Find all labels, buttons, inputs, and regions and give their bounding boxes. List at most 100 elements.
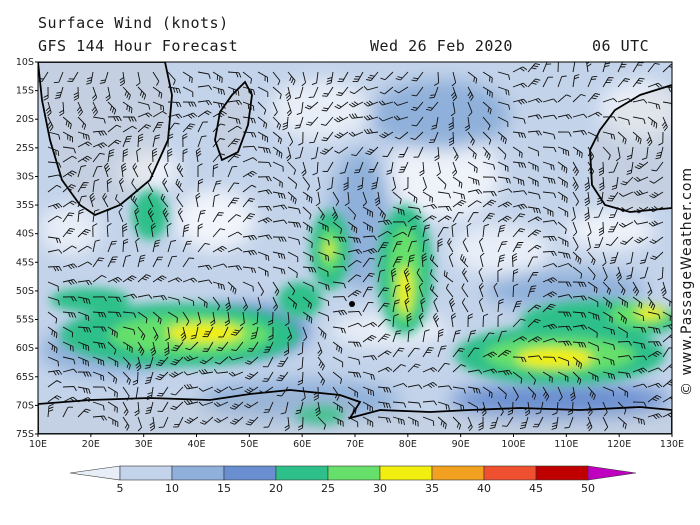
wind-barb bbox=[287, 236, 301, 245]
wind-barb bbox=[182, 257, 195, 268]
wind-barb bbox=[617, 371, 632, 379]
wind-barb bbox=[572, 130, 588, 136]
wind-barb bbox=[183, 371, 199, 376]
wind-barb bbox=[245, 416, 259, 426]
wind-barb bbox=[557, 221, 567, 235]
wind-barb bbox=[182, 224, 190, 238]
wind-barb bbox=[633, 189, 649, 196]
wind-barb bbox=[467, 369, 483, 375]
wind-barb bbox=[287, 326, 293, 342]
wind-barb bbox=[392, 231, 408, 238]
wind-barb bbox=[197, 135, 207, 148]
wind-barb bbox=[213, 368, 229, 374]
wind-barb bbox=[363, 85, 379, 91]
wind-barb bbox=[633, 176, 649, 182]
wind-barb bbox=[662, 411, 672, 418]
wind-barb bbox=[86, 71, 94, 85]
wind-barb bbox=[287, 176, 298, 189]
wind-barb bbox=[572, 236, 579, 252]
wind-barb bbox=[228, 371, 244, 377]
wind-barb bbox=[317, 416, 327, 430]
wind-barb bbox=[429, 254, 439, 268]
wind-barb bbox=[134, 222, 140, 238]
wind-barb bbox=[184, 416, 199, 424]
wind-barb bbox=[77, 386, 91, 395]
wind-barb bbox=[257, 266, 269, 277]
wind-barb bbox=[171, 341, 184, 352]
wind-barb bbox=[422, 176, 427, 192]
wind-barb bbox=[386, 161, 394, 175]
wind-barb bbox=[527, 355, 543, 361]
wind-barb bbox=[297, 341, 304, 356]
wind-barb bbox=[272, 219, 288, 225]
wind-barb bbox=[519, 416, 529, 429]
wind-barb bbox=[602, 386, 614, 397]
wind-barb bbox=[542, 98, 558, 103]
colorbar-segment bbox=[223, 465, 277, 481]
wind-barb bbox=[655, 146, 664, 160]
wind-barb bbox=[587, 281, 598, 294]
colorbar-tick-label: 30 bbox=[373, 482, 387, 495]
map-title: Surface Wind (knots) bbox=[38, 14, 229, 32]
wind-barb bbox=[43, 86, 49, 101]
lat-label: 55S bbox=[16, 315, 34, 326]
wind-barb bbox=[77, 296, 91, 305]
wind-barb bbox=[527, 191, 541, 200]
wind-barb bbox=[489, 416, 499, 429]
wind-barb bbox=[242, 131, 257, 138]
wind-barb bbox=[62, 146, 76, 154]
wind-barb bbox=[77, 408, 91, 418]
wind-barb bbox=[227, 99, 243, 106]
wind-barb bbox=[158, 416, 169, 428]
wind-barb bbox=[497, 215, 512, 223]
wind-barb bbox=[47, 184, 62, 193]
wind-barb bbox=[272, 131, 282, 144]
wind-barb bbox=[634, 236, 649, 244]
wind-barb bbox=[62, 116, 72, 130]
wind-barb bbox=[92, 415, 107, 421]
wind-barb bbox=[152, 295, 168, 301]
wind-barb bbox=[164, 341, 170, 356]
wind-barb bbox=[392, 330, 402, 343]
wind-barb bbox=[467, 200, 482, 208]
wind-barb bbox=[647, 382, 663, 389]
wind-barb bbox=[377, 386, 392, 393]
wind-barb bbox=[478, 297, 484, 313]
wind-barb bbox=[130, 193, 139, 208]
wind-barb bbox=[586, 236, 591, 252]
wind-barb bbox=[478, 267, 484, 283]
wind-barb bbox=[122, 238, 129, 253]
wind-barb bbox=[482, 313, 489, 328]
colorbar-max-arrow bbox=[587, 465, 637, 481]
wind-barb bbox=[167, 71, 176, 86]
wind-barb bbox=[572, 311, 587, 318]
wind-barb bbox=[196, 311, 202, 327]
wind-barb bbox=[136, 147, 141, 163]
wind-barb bbox=[62, 155, 77, 163]
wind-barb bbox=[334, 131, 349, 139]
wind-barb bbox=[242, 197, 255, 208]
wind-barb bbox=[527, 146, 540, 157]
wind-barb bbox=[651, 161, 664, 172]
wind-barb bbox=[632, 281, 639, 296]
wind-barb bbox=[106, 223, 112, 238]
wind-barb bbox=[392, 364, 406, 373]
wind-barb bbox=[262, 356, 274, 368]
wind-barb bbox=[431, 116, 439, 130]
wind-barb bbox=[257, 71, 269, 83]
wind-barb bbox=[422, 238, 430, 253]
wind-barb bbox=[557, 236, 569, 247]
lat-label: 25S bbox=[16, 143, 34, 154]
wind-barb bbox=[647, 296, 656, 311]
wind-barb bbox=[407, 206, 422, 214]
wind-barb bbox=[122, 401, 129, 417]
wind-barb bbox=[92, 296, 107, 302]
wind-barb bbox=[137, 326, 146, 341]
wind-barb bbox=[62, 396, 78, 403]
wind-barb bbox=[466, 223, 472, 238]
wind-barb bbox=[365, 146, 379, 156]
kerguelen-island bbox=[349, 301, 355, 307]
wind-barb bbox=[392, 191, 402, 205]
wind-barb bbox=[92, 356, 105, 366]
wind-barb bbox=[377, 416, 392, 424]
